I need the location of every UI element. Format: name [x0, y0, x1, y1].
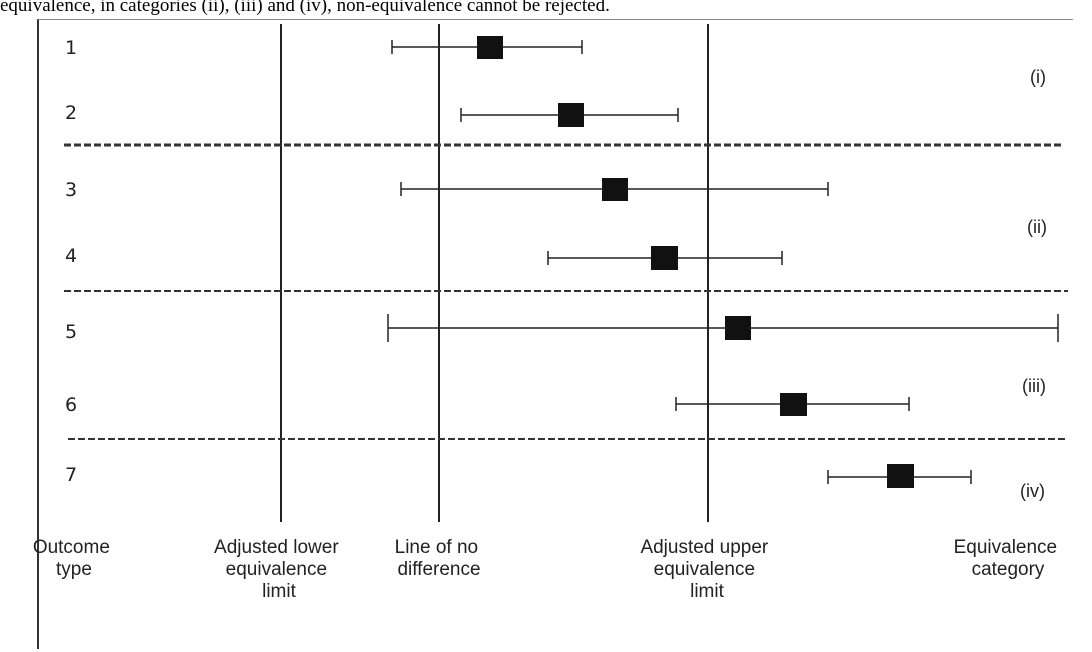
- lower-limit-label: Adjusted lower equivalence limit: [214, 537, 344, 602]
- category-label: (iv): [1020, 481, 1045, 501]
- interval-row-2: [460, 103, 679, 127]
- outcome-type-header: Outcome type: [33, 537, 115, 580]
- point-estimate-marker: [602, 178, 628, 201]
- outcome-label: 3: [65, 179, 77, 201]
- point-estimate-marker: [477, 36, 503, 59]
- caption-fragment: equivalence, in categories (ii), (iii) a…: [0, 0, 610, 16]
- category-label: (iii): [1022, 376, 1046, 396]
- category-label: (i): [1030, 67, 1046, 87]
- outcome-label: 5: [65, 321, 77, 343]
- outcome-label: 6: [65, 394, 77, 416]
- outcome-label: 7: [65, 464, 77, 486]
- interval-row-1: [391, 36, 583, 59]
- interval-row-3: [400, 178, 829, 201]
- outcome-label: 4: [65, 245, 77, 267]
- point-estimate-marker: [651, 246, 678, 270]
- interval-row-6: [675, 393, 910, 416]
- equivalence-category-header: Equivalence category: [954, 537, 1063, 580]
- no-difference-label: Line of no difference: [395, 537, 484, 580]
- point-estimate-marker: [887, 464, 914, 488]
- point-estimate-marker: [558, 103, 584, 127]
- outcome-label: 2: [65, 102, 77, 124]
- interval-row-7: [827, 464, 972, 488]
- interval-row-5: [387, 314, 1059, 342]
- upper-limit-label: Adjusted upper equivalence limit: [640, 537, 773, 602]
- interval-row-4: [547, 246, 783, 270]
- point-estimate-marker: [780, 393, 807, 416]
- diagram-frame: [37, 19, 1073, 649]
- outcome-label: 1: [65, 37, 77, 59]
- category-label: (ii): [1027, 217, 1047, 237]
- point-estimate-marker: [725, 316, 751, 340]
